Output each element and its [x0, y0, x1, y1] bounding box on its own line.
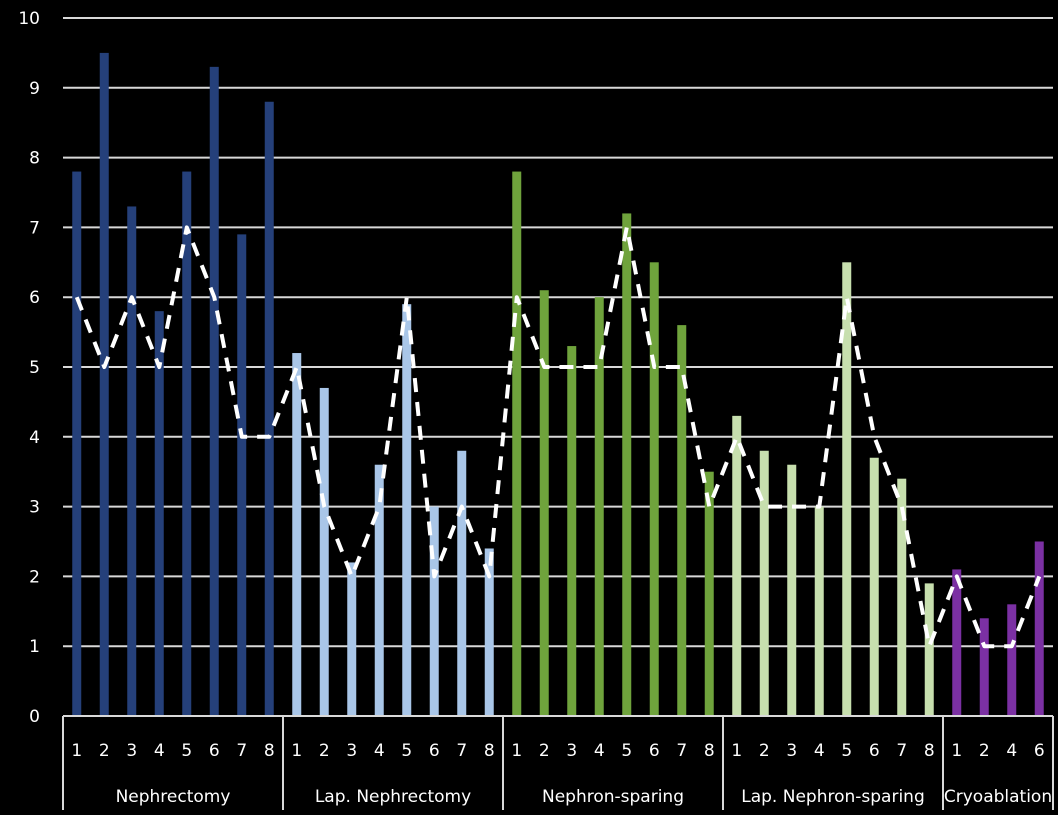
x-tick-label: 3	[346, 741, 357, 761]
x-tick-label: 6	[649, 741, 660, 761]
x-tick-label: 5	[621, 741, 632, 761]
x-tick-label: 2	[759, 741, 770, 761]
bar-lap-nephrectomy-3	[347, 562, 357, 716]
grid-layer	[63, 17, 1053, 648]
y-tick-label: 10	[18, 9, 40, 29]
bar-cryoablation-2	[979, 618, 989, 716]
bar-cryoablation-4	[1007, 604, 1017, 716]
bar-nephrectomy-2	[99, 52, 109, 716]
x-tick-label: 2	[99, 741, 110, 761]
bar-cryoablation-1	[952, 569, 962, 716]
y-tick-label: 6	[29, 288, 40, 308]
bar-lap-nephron-sparing-1	[732, 415, 742, 716]
bar-nephron-sparing-1	[512, 171, 522, 716]
y-tick-label: 7	[29, 218, 40, 238]
bar-cryoablation-6	[1034, 541, 1044, 716]
x-tick-label: 3	[786, 741, 797, 761]
bar-nephrectomy-5	[182, 171, 192, 716]
x-tick-label: 5	[401, 741, 412, 761]
x-tick-label: 7	[456, 741, 467, 761]
bar-nephron-sparing-6	[649, 262, 659, 716]
y-tick-label: 8	[29, 149, 40, 169]
x-tick-label: 8	[924, 741, 935, 761]
y-tick-label: 3	[29, 498, 40, 518]
x-tick-label: 6	[1034, 741, 1045, 761]
group-label: Nephron-sparing	[542, 787, 684, 807]
bar-nephrectomy-8	[264, 101, 274, 716]
y-tick-label: 5	[29, 358, 40, 378]
x-tick-label: 2	[319, 741, 330, 761]
bar-nephron-sparing-3	[567, 346, 577, 716]
x-tick-label: 8	[484, 741, 495, 761]
bar-lap-nephrectomy-8	[484, 548, 494, 716]
x-tick-label: 4	[594, 741, 605, 761]
x-tick-label: 7	[236, 741, 247, 761]
x-tick-label: 6	[869, 741, 880, 761]
x-tick-label: 1	[71, 741, 82, 761]
x-tick-label: 2	[539, 741, 550, 761]
y-tick-label: 2	[29, 567, 40, 587]
line-layer	[74, 225, 1042, 649]
x-tick-label: 1	[731, 741, 742, 761]
bar-lap-nephron-sparing-5	[842, 262, 852, 716]
bar-lap-nephron-sparing-4	[814, 506, 824, 716]
bar-lap-nephron-sparing-2	[759, 450, 769, 716]
y-tick-label: 9	[29, 79, 40, 99]
x-tick-label: 8	[264, 741, 275, 761]
x-tick-label: 1	[511, 741, 522, 761]
bar-lap-nephrectomy-7	[457, 450, 467, 716]
x-tick-label: 1	[291, 741, 302, 761]
group-label: Lap. Nephron-sparing	[741, 787, 925, 807]
x-tick-label: 6	[209, 741, 220, 761]
bar-nephrectomy-1	[72, 171, 82, 716]
x-tick-label: 7	[896, 741, 907, 761]
bar-nephron-sparing-8	[704, 471, 714, 716]
bar-lap-nephron-sparing-6	[869, 457, 879, 716]
group-label: Lap. Nephrectomy	[315, 787, 471, 807]
x-tick-label: 4	[154, 741, 165, 761]
x-tick-label: 8	[704, 741, 715, 761]
x-tick-label: 6	[429, 741, 440, 761]
x-tick-label: 4	[1006, 741, 1017, 761]
bar-nephron-sparing-4	[594, 297, 604, 716]
bar-nephrectomy-4	[154, 311, 164, 716]
x-tick-label: 1	[951, 741, 962, 761]
bar-lap-nephrectomy-1	[292, 353, 302, 716]
x-tick-label: 2	[979, 741, 990, 761]
bar-nephron-sparing-7	[677, 325, 687, 716]
bar-lap-nephrectomy-2	[319, 387, 329, 716]
bar-lap-nephron-sparing-7	[897, 478, 907, 716]
group-label: Nephrectomy	[116, 787, 231, 807]
bar-layer	[72, 52, 1044, 717]
y-tick-label: 1	[29, 637, 40, 657]
y-tick-label: 0	[29, 707, 40, 727]
y-tick-label: 4	[29, 428, 40, 448]
bar-nephrectomy-3	[127, 206, 137, 716]
x-tick-label: 5	[841, 741, 852, 761]
bar-nephron-sparing-2	[539, 290, 549, 716]
bar-lap-nephrectomy-6	[429, 506, 439, 716]
x-tick-label: 7	[676, 741, 687, 761]
bar-nephrectomy-6	[209, 66, 219, 717]
bar-lap-nephrectomy-4	[374, 464, 384, 716]
x-tick-label: 3	[126, 741, 137, 761]
bar-nephrectomy-7	[237, 234, 247, 716]
trend-line-series	[74, 225, 1042, 649]
group-label: Cryoablation	[944, 787, 1052, 807]
x-tick-label: 3	[566, 741, 577, 761]
bar-lap-nephrectomy-5	[402, 304, 412, 716]
x-tick-label: 4	[374, 741, 385, 761]
bar-nephron-sparing-5	[622, 213, 632, 716]
x-tick-label: 4	[814, 741, 825, 761]
x-tick-label: 5	[181, 741, 192, 761]
bar-lap-nephron-sparing-3	[787, 464, 797, 716]
bar-lap-nephron-sparing-8	[924, 583, 934, 716]
